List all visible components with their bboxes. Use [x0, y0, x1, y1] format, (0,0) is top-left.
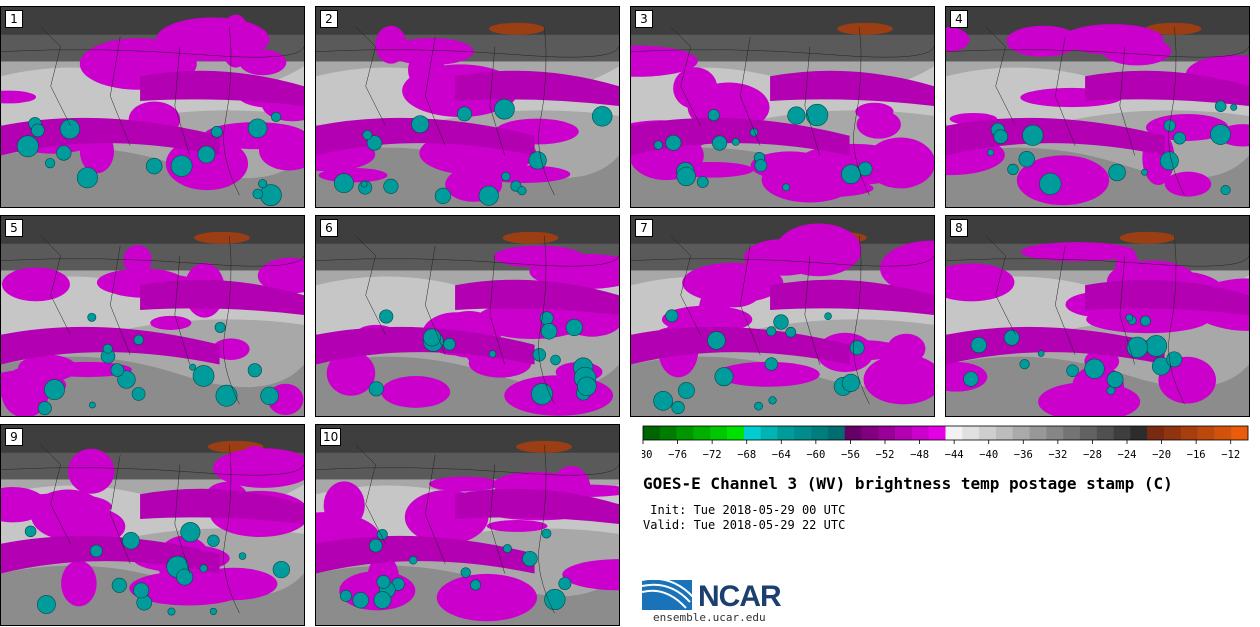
brightness-temp-map [631, 216, 934, 416]
colorbar-segment [1096, 426, 1114, 440]
colorbar-segment [710, 426, 728, 440]
colorbar-segment [777, 426, 795, 440]
colorbar-tick-label: −68 [737, 449, 756, 461]
panel-number: 4 [950, 10, 968, 28]
colorbar-tick-label: −76 [668, 449, 687, 461]
colorbar-segment [895, 426, 913, 440]
colorbar-segment [727, 426, 745, 440]
colorbar-tick-label: −36 [1014, 449, 1033, 461]
chart-title: GOES-E Channel 3 (WV) brightness temp po… [643, 474, 1173, 493]
colorbar-tick-label: −80 [642, 449, 652, 461]
colorbar-segment [945, 426, 963, 440]
colorbar-segment [693, 426, 711, 440]
colorbar-segment [1147, 426, 1165, 440]
colorbar-segment [995, 426, 1014, 440]
colorbar-segment [743, 426, 761, 440]
brightness-temp-map [946, 216, 1249, 416]
colorbar-tick-label: −52 [876, 449, 895, 461]
colorbar-tick-label: −44 [945, 449, 964, 461]
brightness-temp-map [946, 7, 1249, 207]
colorbar-segment [1130, 426, 1148, 440]
brightness-temp-map [631, 7, 934, 207]
brightness-temp-map [1, 7, 304, 207]
panel-number: 10 [320, 428, 342, 446]
colorbar-tick-label: −20 [1152, 449, 1171, 461]
colorbar-segment [643, 426, 661, 440]
stamp-panel: 7 [630, 215, 935, 417]
colorbar-segment [760, 426, 778, 440]
brightness-temp-map [316, 216, 619, 416]
colorbar-segment [676, 426, 694, 440]
colorbar-segment [928, 426, 946, 440]
colorbar-tick-label: −28 [1083, 449, 1102, 461]
colorbar-tick-label: −16 [1187, 449, 1206, 461]
colorbar-segment [1180, 426, 1198, 440]
colorbar: −80 −76 −72 −68 −64 −60 −56 −52 −48 −44 −40 −36 −32 −… [642, 425, 1249, 461]
colorbar-tick-label: −24 [1118, 449, 1137, 461]
valid-time: Valid: Tue 2018-05-29 22 UTC [643, 518, 846, 532]
colorbar-segment [1163, 426, 1182, 440]
brightness-temp-map [316, 425, 619, 625]
stamp-panel: 1 [0, 6, 305, 208]
stamp-panel: 6 [315, 215, 620, 417]
stamp-panel: 10 [315, 424, 620, 626]
colorbar-tick-label: −48 [910, 449, 929, 461]
colorbar-segment [827, 426, 845, 440]
colorbar-segment [962, 426, 980, 440]
colorbar-segment [1197, 426, 1215, 440]
colorbar-segment [979, 426, 997, 440]
colorbar-segment [1231, 426, 1249, 440]
colorbar-segment [811, 426, 829, 440]
colorbar-tick-label: −56 [841, 449, 860, 461]
stamp-panel: 5 [0, 215, 305, 417]
colorbar-segment [1012, 426, 1030, 440]
stamp-panel: 4 [945, 6, 1250, 208]
stamp-panel: 3 [630, 6, 935, 208]
panel-number: 6 [320, 219, 338, 237]
init-time: Init: Tue 2018-05-29 00 UTC [643, 503, 846, 517]
panel-number: 7 [635, 219, 653, 237]
panel-number: 8 [950, 219, 968, 237]
logo-name: NCAR [698, 580, 782, 613]
colorbar-segment [659, 426, 677, 440]
logo-url: ensemble.ucar.edu [653, 611, 766, 624]
brightness-temp-map [316, 7, 619, 207]
panel-number: 5 [5, 219, 23, 237]
brightness-temp-map [1, 216, 304, 416]
colorbar-tick-label: −12 [1221, 449, 1240, 461]
colorbar-segment [878, 426, 896, 440]
panel-number: 1 [5, 10, 23, 28]
colorbar-border [642, 425, 1249, 441]
colorbar-segment [1046, 426, 1064, 440]
colorbar-segment [1214, 426, 1232, 440]
colorbar-tick-label: −32 [1048, 449, 1067, 461]
colorbar-segment [794, 426, 812, 440]
colorbar-segment [1063, 426, 1081, 440]
stamp-panel: 8 [945, 215, 1250, 417]
colorbar-tick-label: −64 [772, 449, 791, 461]
colorbar-segment [1079, 426, 1098, 440]
colorbar-tick-label: −60 [806, 449, 825, 461]
colorbar-segment [844, 426, 862, 440]
colorbar-segment [861, 426, 879, 440]
panel-number: 9 [5, 428, 23, 446]
panel-number: 2 [320, 10, 338, 28]
stamp-panel: 9 [0, 424, 305, 626]
colorbar-tick-label: −40 [979, 449, 998, 461]
colorbar-segment [1029, 426, 1047, 440]
colorbar-tick-label: −72 [703, 449, 722, 461]
colorbar-segment [911, 426, 929, 440]
brightness-temp-map [1, 425, 304, 625]
colorbar-segment [1113, 426, 1131, 440]
panel-number: 3 [635, 10, 653, 28]
stamp-panel: 2 [315, 6, 620, 208]
ncar-logo-icon [642, 577, 695, 610]
